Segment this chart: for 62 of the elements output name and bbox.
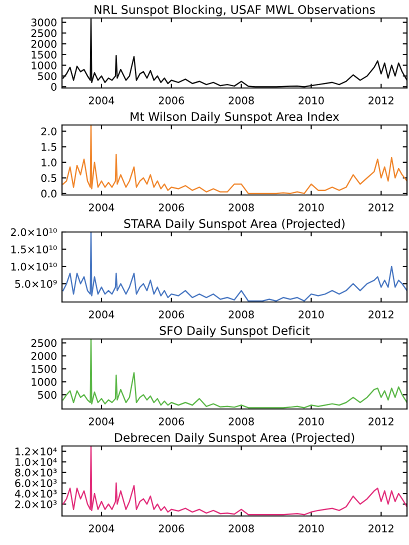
chart-title: Mt Wilson Daily Sunspot Area Index [130,112,340,124]
x-tick-label: 2012 [368,310,394,318]
y-tick-label: 500 [38,390,56,399]
y-tick-label: 1000 [32,378,56,386]
y-tick-label: 2500 [31,339,56,347]
y-tick-label: 1500 [32,365,56,373]
x-tick-label: 2008 [228,524,254,532]
y-tick-label: 1.5×10¹⁰ [11,245,57,254]
y-tick-label: 500 [38,72,56,80]
x-tick-label: 2006 [158,204,184,212]
x-tick-label: 2004 [89,96,114,104]
chart-title: SFO Daily Sunspot Deficit [160,326,310,338]
x-tick-label: 2006 [158,310,184,318]
y-tick-label: 1.0×10⁴ [16,458,57,466]
x-tick-label: 2010 [298,310,324,318]
x-tick-label: 2012 [368,96,394,104]
line-series [62,232,407,302]
y-tick-label: 1500 [32,50,56,59]
x-tick-label: 2010 [298,204,324,212]
y-tick-label: 0 [51,82,56,91]
y-tick-label: 2.0×10¹⁰ [11,228,57,236]
y-tick-label: 1.2×10⁴ [16,448,57,456]
x-tick-label: 2012 [368,204,394,212]
y-tick-label: 0.5 [41,174,56,182]
x-tick-label: 2004 [89,418,114,426]
y-tick-label: 2500 [31,29,56,38]
x-tick-label: 2004 [89,204,114,212]
chart-title: Debrecen Daily Sunspot Area (Projected) [115,432,354,444]
chart-title: STARA Daily Sunspot Area (Projected) [124,218,344,230]
x-tick-label: 2008 [228,204,254,212]
y-tick-label: 2.0 [41,127,56,136]
y-tick-label: 5.0×10⁹ [15,280,57,288]
line-series [62,18,407,88]
x-tick-label: 2010 [298,96,324,104]
y-tick-label: 1000 [32,61,56,70]
y-tick-label: 1.0 [42,158,56,166]
line-series [62,446,407,516]
y-tick-label: 3000 [31,18,56,26]
line-series [62,125,407,194]
y-tick-label: 4.0×10³ [14,490,57,498]
y-tick-label: 8.0×10³ [15,468,57,477]
y-tick-label: 6.0×10³ [15,479,57,488]
chart-title: NRL Sunspot Blocking, USAF MWL Observations [94,4,375,16]
x-tick-label: 2004 [89,524,114,532]
x-tick-label: 2010 [298,524,324,532]
x-tick-label: 2006 [158,418,184,426]
y-tick-label: 1.5 [42,143,56,151]
x-tick-label: 2008 [228,96,254,104]
x-tick-label: 2012 [368,524,394,532]
x-tick-label: 2006 [158,524,184,532]
x-tick-label: 2008 [228,310,254,318]
x-tick-label: 2010 [298,418,324,426]
y-tick-label: 1.0×10¹⁰ [11,262,57,271]
x-tick-label: 2012 [368,418,394,426]
y-tick-label: 2000 [31,40,56,48]
y-tick-label: 2.0×10³ [15,500,57,508]
x-tick-label: 2004 [89,310,114,318]
y-tick-label: 2000 [31,352,56,360]
x-tick-label: 2008 [228,418,254,426]
y-tick-label: 0.0 [41,190,56,198]
x-tick-label: 2006 [158,96,184,104]
line-series [62,339,407,408]
